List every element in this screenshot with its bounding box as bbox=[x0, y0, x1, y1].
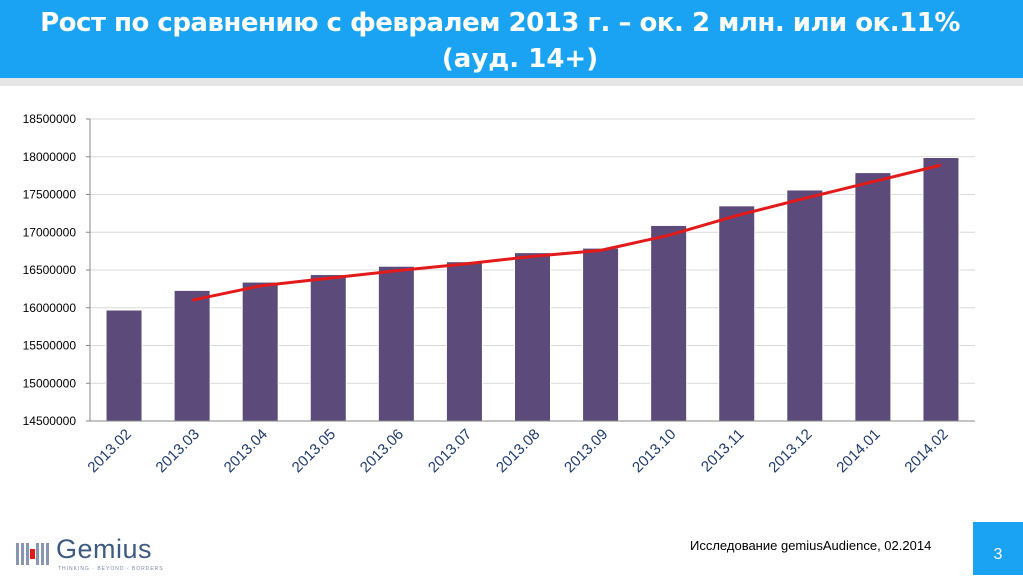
x-tick-label: 2013.03 bbox=[153, 426, 203, 476]
trend-line-group bbox=[191, 163, 942, 302]
trend-line bbox=[191, 163, 942, 302]
y-tick-label: 14500000 bbox=[23, 414, 77, 428]
axes bbox=[89, 119, 975, 422]
x-tick-label: 2013.11 bbox=[698, 426, 748, 476]
bar-2013.03 bbox=[173, 289, 211, 422]
y-tick-label: 17000000 bbox=[23, 225, 77, 239]
header-divider bbox=[0, 78, 1023, 86]
x-tick-label: 2013.04 bbox=[221, 426, 271, 476]
x-tick-label: 2013.06 bbox=[357, 426, 407, 476]
y-tick-label: 18000000 bbox=[23, 150, 77, 164]
bar-2013.06 bbox=[377, 265, 415, 422]
page-number: 3 bbox=[993, 546, 1003, 563]
x-tick-label: 2013.07 bbox=[425, 426, 475, 476]
y-tick-label: 18500000 bbox=[23, 112, 77, 126]
bars bbox=[105, 157, 960, 422]
logo-text: Gemius bbox=[56, 534, 153, 564]
y-tick-label: 16000000 bbox=[23, 301, 77, 315]
bar-2013.07 bbox=[445, 261, 483, 422]
bar-2013.08 bbox=[514, 252, 551, 422]
y-axis-ticks: 14500000 15000000 15500000 16000000 16500000… bbox=[23, 112, 90, 428]
x-tick-label: 2013.05 bbox=[289, 426, 339, 476]
logo-mark-icon bbox=[16, 543, 49, 565]
y-tick-label: 15500000 bbox=[23, 339, 77, 353]
x-tick-label: 2013.12 bbox=[765, 426, 815, 476]
y-tick-label: 16500000 bbox=[23, 263, 77, 277]
bar-2013.02 bbox=[105, 309, 143, 422]
page-number-box: 3 bbox=[973, 522, 1023, 575]
bar-2013.11 bbox=[718, 205, 756, 422]
x-tick-label: 2013.09 bbox=[561, 426, 611, 476]
gemius-logo: Gemius THINKING · BEYOND · BORDERS bbox=[14, 534, 163, 572]
x-tick-label: 2013.08 bbox=[493, 426, 543, 476]
bar-2013.12 bbox=[786, 189, 824, 422]
bar-2013.09 bbox=[582, 247, 620, 422]
logo-tagline: THINKING · BEYOND · BORDERS bbox=[58, 566, 164, 572]
bar-2013.10 bbox=[650, 224, 688, 422]
x-tick-label: 2014.02 bbox=[901, 426, 951, 476]
x-tick-label: 2014.01 bbox=[833, 426, 883, 476]
bar-2014.02 bbox=[922, 157, 960, 422]
bar-2014.01 bbox=[854, 172, 892, 422]
source-footnote: Исследование gemiusAudience, 02.2014 bbox=[690, 538, 932, 553]
x-tick-label: 2013.10 bbox=[629, 426, 679, 476]
slide-title-line2: (ауд. 14+) bbox=[441, 44, 599, 74]
x-tick-label: 2013.02 bbox=[84, 426, 134, 476]
bar-chart: 14500000 15000000 15500000 16000000 16500000… bbox=[23, 112, 975, 476]
y-tick-label: 15000000 bbox=[23, 376, 77, 390]
y-tick-label: 17500000 bbox=[23, 188, 77, 202]
bar-2013.05 bbox=[309, 274, 347, 422]
x-axis-ticks: 2013.02 2013.03 2013.04 2013.05 2013.06 2013.… bbox=[84, 426, 951, 476]
bar-2013.04 bbox=[241, 281, 279, 422]
title-banner: Рост по сравнению с февралем 2013 г. – о… bbox=[0, 0, 1023, 78]
slide-title-line1: Рост по сравнению с февралем 2013 г. – о… bbox=[40, 8, 960, 38]
